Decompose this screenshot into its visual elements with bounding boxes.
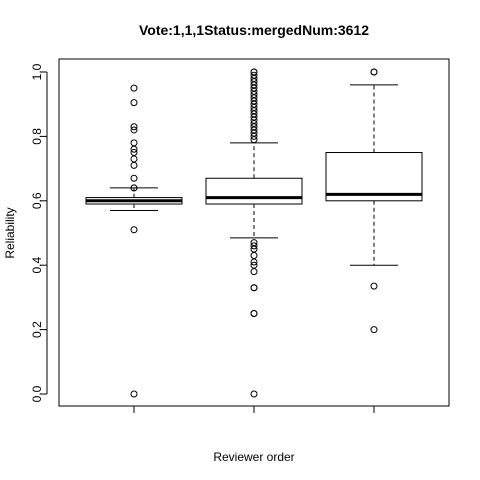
y-tick-label: 0.2: [30, 321, 44, 338]
box-3: [325, 68, 423, 334]
y-tick-label: 0.8: [30, 128, 44, 145]
outlier-point: [250, 310, 258, 317]
y-axis: 0.0 0.2 0.4 0.6 0.8 1.0: [30, 63, 48, 402]
outlier-point: [250, 390, 258, 398]
outlier-point: [130, 139, 138, 147]
outlier-point: [130, 84, 138, 92]
outlier-point: [130, 99, 138, 107]
outlier-point: [370, 68, 378, 76]
y-tick-label: 0.6: [30, 192, 44, 209]
outlier-point: [130, 126, 138, 134]
box-1: [85, 84, 183, 398]
outlier-point: [130, 123, 138, 131]
y-tick-label: 0.4: [30, 257, 44, 274]
outlier-point: [130, 161, 138, 169]
x-axis-label: Reviewer order: [213, 450, 294, 464]
outlier-point: [250, 261, 258, 269]
outlier-point: [130, 390, 138, 398]
outlier-point: [250, 252, 258, 260]
y-tick-label: 1.0: [30, 63, 44, 80]
outlier-point: [250, 239, 258, 247]
box-group: [85, 68, 423, 398]
outlier-point: [250, 68, 258, 76]
chart-title: Vote:1,1,1Status:mergedNum:3612: [139, 22, 369, 38]
outlier-point: [130, 184, 138, 192]
outlier-point: [370, 326, 378, 334]
outlier-point: [250, 242, 258, 250]
x-axis: [133, 406, 375, 413]
outlier-point: [250, 268, 258, 276]
outlier-point: [250, 71, 258, 79]
outlier-point: [370, 282, 378, 290]
box-iqr: [325, 152, 423, 202]
outlier-point: [130, 149, 138, 156]
outlier-point: [250, 284, 258, 292]
y-axis-label: Reliability: [3, 207, 17, 258]
box-iqr: [205, 177, 303, 205]
outlier-point: [130, 226, 138, 234]
box-2: [205, 68, 303, 398]
outlier-point: [130, 155, 138, 163]
y-tick-label: 0.0: [30, 385, 44, 402]
outlier-point: [130, 174, 138, 182]
